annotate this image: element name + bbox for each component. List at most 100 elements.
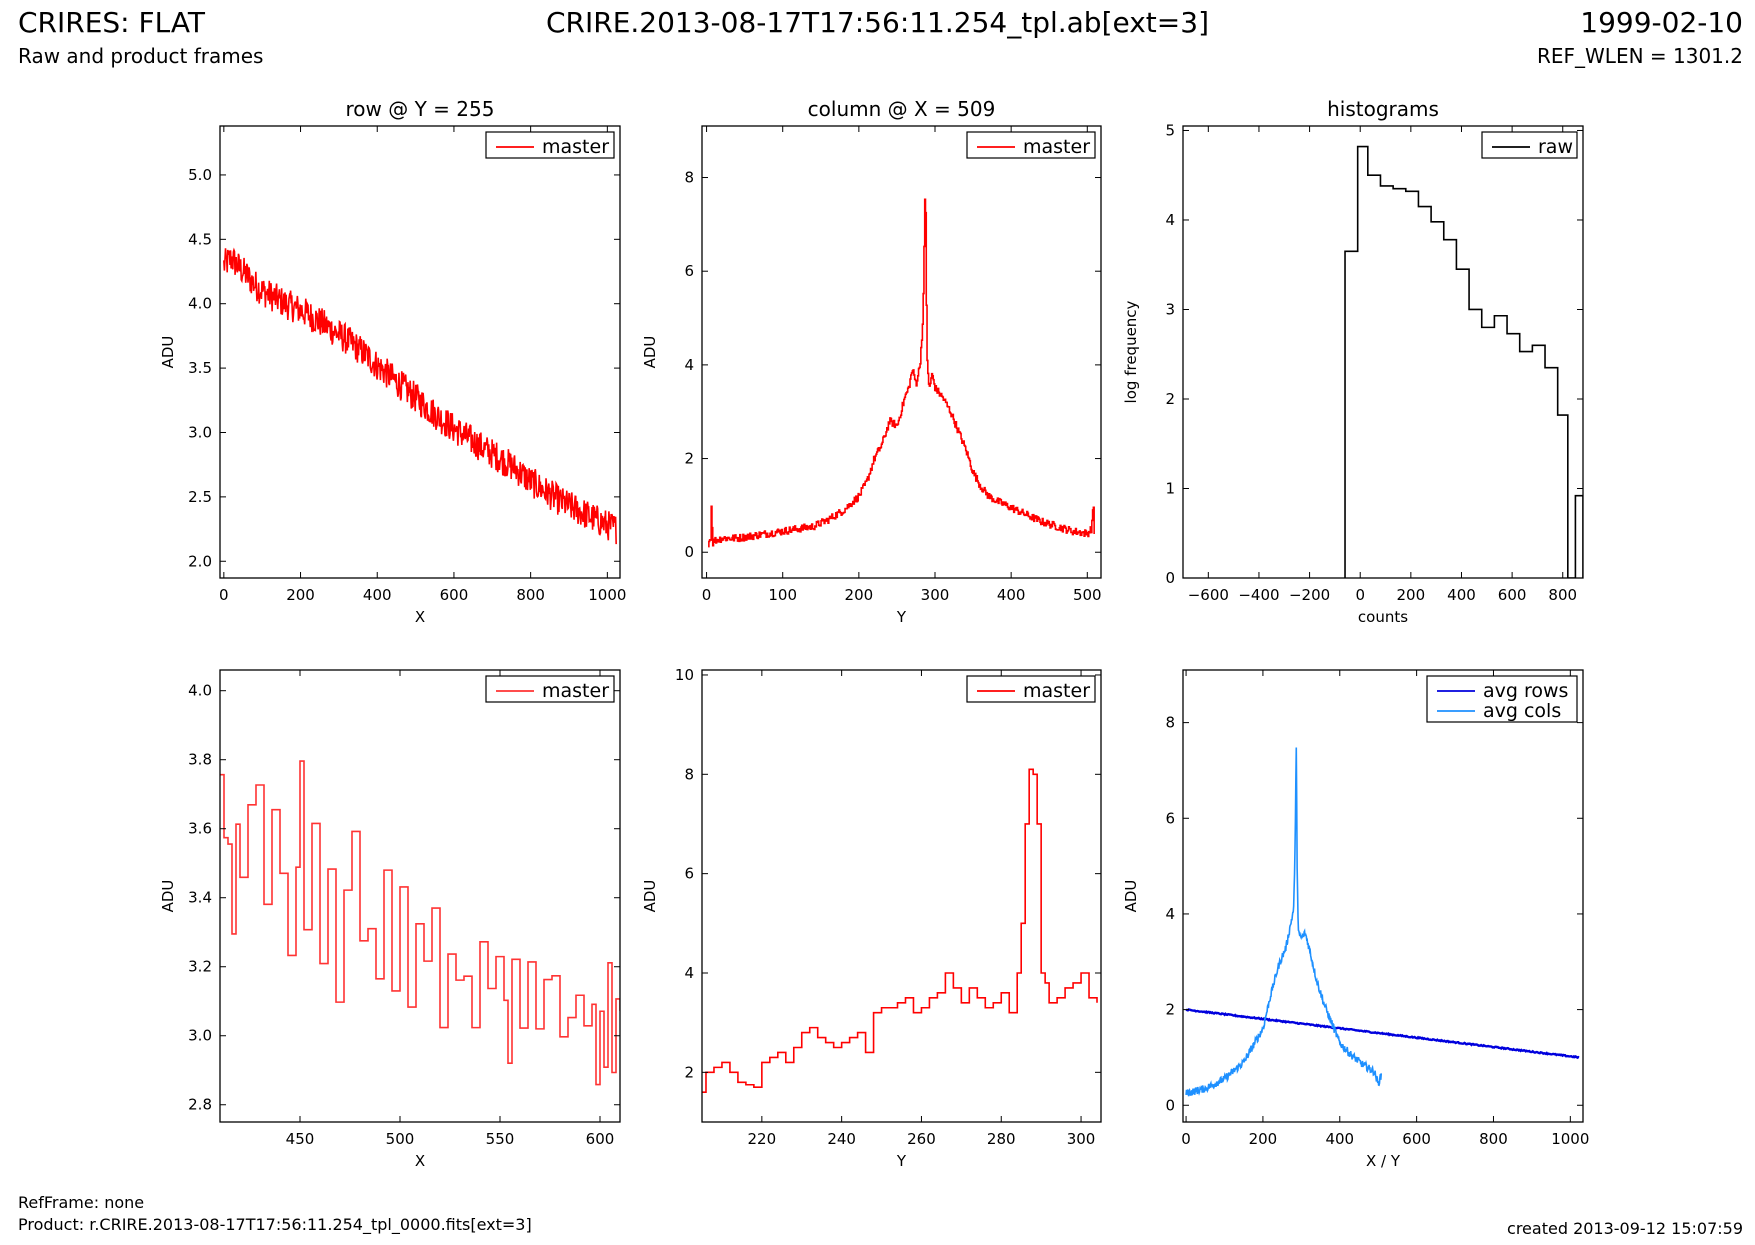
report-title: CRIRES: FLAT <box>18 6 205 39</box>
legend: master <box>966 675 1096 703</box>
x-tick-label: 200 <box>1249 1130 1278 1148</box>
report-subtitle: Raw and product frames <box>18 44 264 68</box>
plot-frame <box>219 125 621 579</box>
x-tick-label: 1000 <box>1551 1130 1589 1148</box>
chart-title: histograms <box>1327 97 1439 121</box>
series-group <box>220 760 620 1086</box>
x-tick-label: 400 <box>363 586 392 604</box>
x-tick-label: −400 <box>1238 586 1279 604</box>
y-tick-label: 1 <box>1165 479 1175 497</box>
legend: master <box>485 675 615 703</box>
chart-col_full: 0 100 200 300 400 500 0 2 4 6 8 column @ X = 509 Y AD… <box>641 97 1102 626</box>
chart-hist: −600 −400 −200 0 200 400 600 800 0 1 2 3 4 5 histogram… <box>1122 97 1584 626</box>
x-tick-label: 600 <box>586 1130 615 1148</box>
plot-frame <box>1182 669 1584 1123</box>
y-tick-label: 3.6 <box>188 820 212 838</box>
legend-box <box>1426 675 1578 723</box>
y-tick-label: 2.8 <box>188 1096 212 1114</box>
plot-frame <box>1182 125 1584 579</box>
legend-box <box>966 675 1096 703</box>
y-tick-label: 3.0 <box>188 1027 212 1045</box>
x-tick-label: 800 <box>516 586 545 604</box>
y-axis-label: ADU <box>159 336 177 369</box>
y-tick-label: 4 <box>684 356 694 374</box>
y-axis-label: ADU <box>159 880 177 913</box>
y-tick-label: 8 <box>1165 714 1175 732</box>
series-group <box>708 198 1095 548</box>
x-tick-label: 200 <box>286 586 315 604</box>
plot-frame <box>701 125 1102 579</box>
x-tick-label: 300 <box>921 586 950 604</box>
legend-box <box>485 131 615 159</box>
legend: master <box>966 131 1096 159</box>
y-tick-label: 2.5 <box>188 488 212 506</box>
y-tick-label: 2 <box>684 1063 694 1081</box>
y-tick-label: 3.8 <box>188 751 212 769</box>
y-axis-label: ADU <box>641 336 659 369</box>
x-tick-label: 800 <box>1548 586 1577 604</box>
y-tick-label: 8 <box>684 169 694 187</box>
y-tick-label: 6 <box>1165 809 1175 827</box>
plot-frame <box>701 669 1102 1123</box>
series-group <box>1344 145 1583 578</box>
y-tick-label: 3.5 <box>188 359 212 377</box>
y-tick-label: 3.0 <box>188 423 212 441</box>
frame-filename: CRIRE.2013-08-17T17:56:11.254_tpl.ab[ext… <box>545 6 1209 39</box>
y-tick-label: 5 <box>1165 121 1175 139</box>
y-tick-label: 6 <box>684 262 694 280</box>
series-line-raw <box>1344 145 1583 578</box>
y-tick-label: 8 <box>684 765 694 783</box>
y-axis-label: log frequency <box>1122 300 1140 403</box>
x-tick-label: 500 <box>1073 586 1102 604</box>
legend-label: raw <box>1538 136 1573 158</box>
legend-label: master <box>542 680 609 702</box>
legend-label: master <box>542 136 609 158</box>
x-axis-label: X <box>415 1152 425 1170</box>
legend-box <box>966 131 1096 159</box>
series-line-master <box>702 768 1098 1093</box>
series-group <box>702 768 1098 1093</box>
x-axis-label: Y <box>896 1152 907 1170</box>
y-tick-label: 4 <box>1165 905 1175 923</box>
legend-label: avg rows <box>1483 680 1568 702</box>
chart-title: row @ Y = 255 <box>346 97 495 121</box>
chart-avg: 0 200 400 600 800 1000 0 2 4 6 8 X / Y ADU avg rowsav… <box>1122 669 1589 1170</box>
x-tick-label: 220 <box>748 1130 777 1148</box>
product-label: Product: r.CRIRE.2013-08-17T17:56:11.254… <box>18 1215 532 1234</box>
y-tick-label: 0 <box>684 543 694 561</box>
series-line-avg-cols <box>1185 747 1383 1097</box>
y-tick-label: 2 <box>1165 1001 1175 1019</box>
legend: master <box>485 131 615 159</box>
x-tick-label: 0 <box>1181 1130 1191 1148</box>
x-tick-label: 550 <box>486 1130 515 1148</box>
legend-label: avg cols <box>1483 700 1561 722</box>
ref-wavelength: REF_WLEN = 1301.2 <box>1536 44 1743 68</box>
x-axis-label: X / Y <box>1366 1152 1401 1170</box>
observation-date: 1999-02-10 <box>1580 6 1743 39</box>
x-tick-label: 600 <box>1402 1130 1431 1148</box>
legend-label: master <box>1023 136 1090 158</box>
x-axis-label: X <box>415 608 425 626</box>
x-tick-label: 400 <box>1325 1130 1354 1148</box>
series-line-master <box>220 760 620 1086</box>
y-tick-label: 2 <box>684 450 694 468</box>
x-tick-label: 0 <box>702 586 712 604</box>
series-group <box>223 247 617 545</box>
legend-box <box>1481 131 1578 159</box>
x-tick-label: 280 <box>987 1130 1016 1148</box>
y-tick-label: 2 <box>1165 390 1175 408</box>
x-axis-label: counts <box>1358 608 1408 626</box>
y-tick-label: 10 <box>675 666 694 684</box>
series-line-avg-rows <box>1185 1008 1580 1060</box>
y-tick-label: 4.0 <box>188 295 212 313</box>
y-axis-label: ADU <box>1122 880 1140 913</box>
x-tick-label: 600 <box>1498 586 1527 604</box>
x-tick-label: 240 <box>827 1130 856 1148</box>
x-tick-label: 800 <box>1479 1130 1508 1148</box>
x-tick-label: 300 <box>1067 1130 1096 1148</box>
y-tick-label: 6 <box>684 865 694 883</box>
x-tick-label: 0 <box>1355 586 1365 604</box>
legend: raw <box>1481 131 1578 159</box>
series-line-master <box>223 247 617 545</box>
